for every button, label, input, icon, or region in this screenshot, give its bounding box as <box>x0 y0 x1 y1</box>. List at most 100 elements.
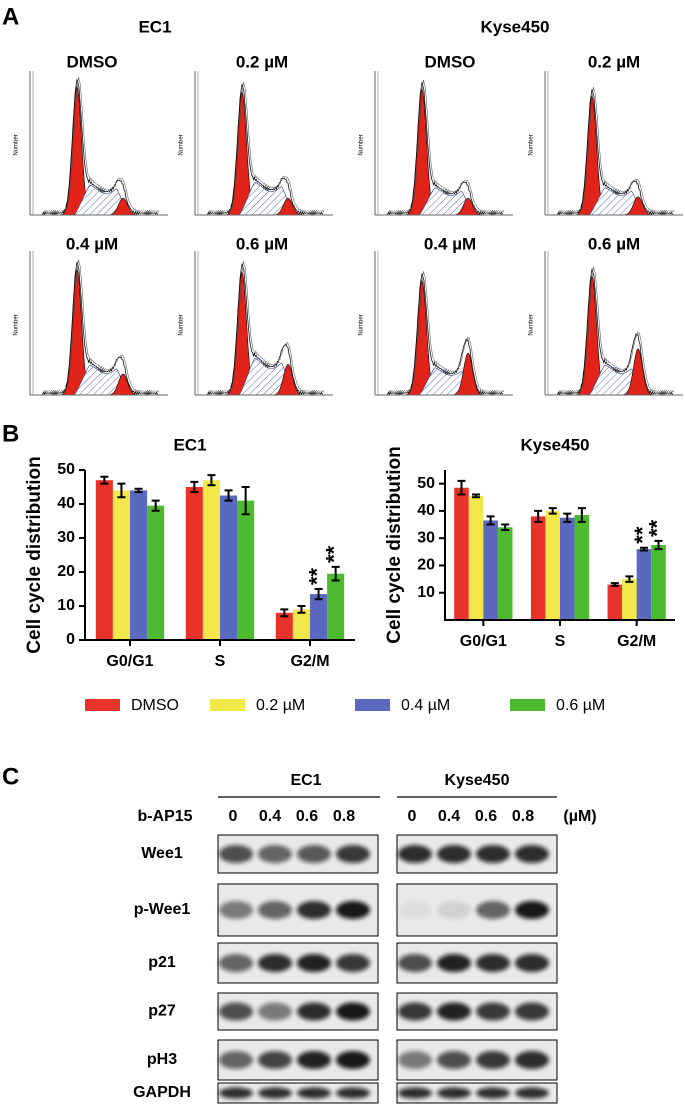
blot-band <box>398 1087 432 1099</box>
legend-label: DMSO <box>131 697 179 714</box>
histogram-outline <box>557 89 673 216</box>
error-bar <box>224 489 233 502</box>
bar <box>220 495 238 640</box>
y-tick-label: 50 <box>417 475 435 492</box>
x-tick-label: S <box>215 653 226 670</box>
panel-label: C <box>2 763 19 790</box>
x-tick-label: S <box>555 633 566 650</box>
annotation: ** <box>630 526 655 544</box>
bar <box>483 520 498 620</box>
blot-band <box>258 845 292 863</box>
error-bar <box>534 509 543 523</box>
error-bar <box>610 582 619 587</box>
plot-title: DMSO <box>425 52 476 71</box>
blot-band <box>437 1002 471 1021</box>
bar <box>560 517 575 620</box>
histogram-outline <box>207 84 323 216</box>
dose-label: 0.8 <box>333 808 355 825</box>
blot-band <box>258 901 292 919</box>
y-tick-label: 20 <box>57 563 75 580</box>
group-title: Kyse450 <box>445 772 510 789</box>
bar <box>545 510 560 620</box>
bar <box>147 505 165 640</box>
y-axis-label: Cell cycle distribution <box>384 446 405 643</box>
y-tick-label: 10 <box>57 597 75 614</box>
blot-band <box>297 901 331 919</box>
group-title: Kyse450 <box>480 17 549 36</box>
blot-band <box>336 1002 370 1021</box>
dose-label: 0.4 <box>259 808 281 825</box>
legend-swatch <box>210 699 245 711</box>
axis-label: Number <box>14 314 20 335</box>
plot-title: DMSO <box>67 52 118 71</box>
blot-band <box>398 1002 432 1021</box>
bar <box>636 549 652 620</box>
error-bar <box>134 487 143 494</box>
histogram-outline <box>557 268 673 396</box>
plot-title: 0.6 µM <box>236 234 288 253</box>
dose-label: 0.4 <box>438 808 460 825</box>
plot-title: 0.6 µM <box>588 234 640 253</box>
error-bar <box>654 539 663 551</box>
error-bar <box>331 565 340 582</box>
error-bar <box>472 493 481 499</box>
row-label: GAPDH <box>133 1084 191 1101</box>
treatment-label: b-AP15 <box>137 808 192 825</box>
blot-band <box>398 954 432 972</box>
x-tick-label: G0/G1 <box>106 653 153 670</box>
histogram-outline <box>43 259 160 394</box>
x-tick-label: G0/G1 <box>460 633 507 650</box>
row-label: p27 <box>148 1003 176 1020</box>
blot-band <box>297 1002 331 1021</box>
bar <box>468 495 484 620</box>
error-bar <box>151 499 160 512</box>
plot-title: 0.4 µM <box>424 234 476 253</box>
y-tick-label: 10 <box>417 584 435 601</box>
blot-band <box>476 954 510 972</box>
y-tick-label: 30 <box>417 529 435 546</box>
bar <box>454 487 469 620</box>
histogram-outline <box>388 80 505 214</box>
row-label: pH3 <box>147 1051 177 1068</box>
blot-band <box>437 901 471 919</box>
blot-band <box>476 1051 510 1069</box>
blot-band <box>476 1087 510 1099</box>
bar <box>530 516 546 620</box>
panel-label: B <box>2 420 19 447</box>
y-tick-label: 40 <box>417 502 435 519</box>
error-bar <box>639 546 648 552</box>
bar <box>292 609 310 640</box>
histogram-outline <box>207 263 323 396</box>
error-bar <box>207 474 216 487</box>
blot-band <box>297 845 331 863</box>
bar <box>607 584 623 620</box>
dose-label: 0.6 <box>296 808 318 825</box>
bar <box>497 527 513 620</box>
dose-label: 0 <box>408 808 417 825</box>
blot-band <box>297 1087 331 1099</box>
axis-label: Number <box>14 134 20 155</box>
blot-band <box>515 901 549 919</box>
group-title: EC1 <box>138 17 171 36</box>
legend-swatch <box>510 699 545 711</box>
histogram-outline <box>558 266 675 394</box>
bar <box>130 490 148 640</box>
histogram-outline <box>387 273 503 396</box>
blot-band <box>336 1087 370 1099</box>
bar <box>185 487 203 640</box>
bar <box>574 515 590 620</box>
blot-band <box>515 1002 549 1021</box>
blot-band <box>219 901 253 919</box>
error-bar <box>280 608 289 618</box>
plot-title: 0.2 µM <box>236 52 288 71</box>
blot-band <box>219 845 253 863</box>
blot-band <box>515 845 549 863</box>
unit-label: (µM) <box>563 808 596 825</box>
blot-band <box>437 845 471 863</box>
histogram-outline <box>42 79 158 216</box>
blot-band <box>398 1051 432 1069</box>
plot-title: 0.2 µM <box>588 52 640 71</box>
y-tick-label: 0 <box>66 631 75 648</box>
blot-band <box>258 1002 292 1021</box>
